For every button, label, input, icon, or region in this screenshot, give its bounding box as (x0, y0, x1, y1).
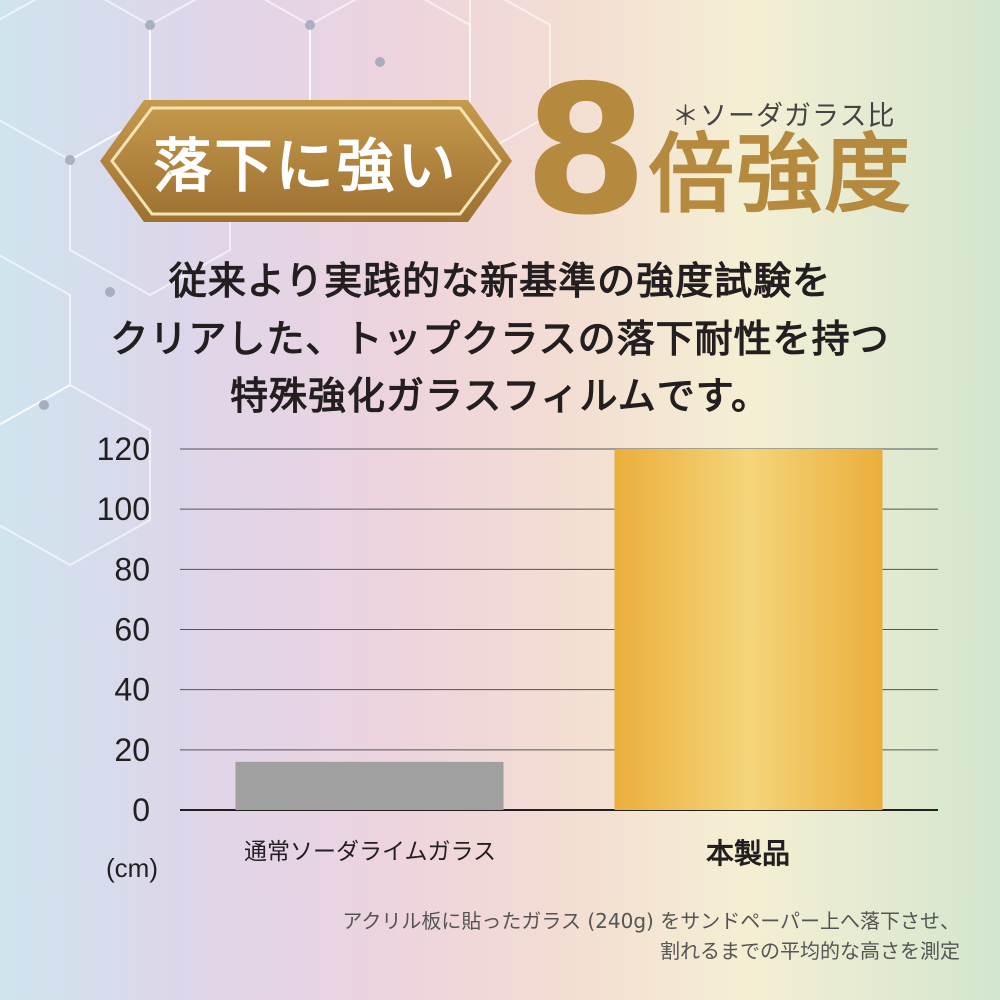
y-tick-label: 20 (114, 732, 150, 768)
badge-label: 落下に強い (153, 132, 459, 200)
y-tick-label: 60 (114, 612, 150, 648)
headline-multiplier: 8 (524, 47, 648, 254)
footnote-line-1: アクリル板に貼ったガラス (240g) をサンドペーパー上へ落下させ、 (342, 909, 960, 933)
description-line-2: クリアした、トップクラスの落下耐性を持つ (110, 317, 890, 361)
category-label-soda-lime-glass: 通常ソーダライムガラス (243, 839, 497, 865)
headline-badge: 落下に強い (100, 100, 512, 222)
y-tick-label: 100 (97, 491, 150, 527)
bar-soda-lime-glass (235, 761, 504, 810)
y-tick-label: 80 (114, 551, 150, 587)
headline-suffix: 倍強度 (648, 125, 912, 225)
y-tick-label: 120 (97, 431, 150, 467)
y-tick-label: 40 (114, 672, 150, 708)
footnote-line-2: 割れるまでの平均的な高さを測定 (660, 939, 960, 963)
headline-note: ＊ソーダガラス比 (672, 101, 896, 132)
y-axis-unit: (cm) (106, 853, 158, 883)
description-line-1: 従来より実践的な新基準の強度試験を (168, 259, 832, 303)
bar-this-product (614, 449, 883, 810)
category-label-this-product: 本製品 (705, 837, 790, 870)
description-line-3: 特殊強化ガラスフィルムです。 (230, 374, 770, 418)
badge-shape (100, 100, 512, 222)
test-method-footnote: アクリル板に貼ったガラス (240g) をサンドペーパー上へ落下させ、 割れるま… (342, 906, 960, 966)
y-tick-label: 0 (132, 792, 150, 828)
